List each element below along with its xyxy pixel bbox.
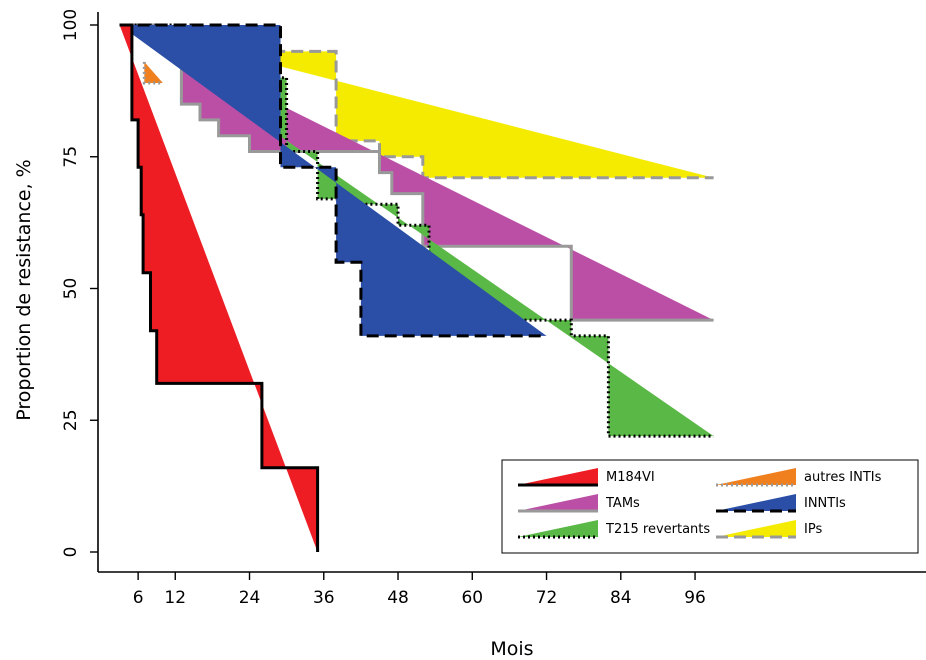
legend-swatch bbox=[716, 494, 796, 511]
legend-item-t215-revertants: T215 revertants bbox=[518, 520, 710, 539]
legend-label: TAMs bbox=[605, 496, 640, 511]
x-tick-label: 12 bbox=[164, 588, 186, 608]
legend-label: T215 revertants bbox=[605, 522, 710, 537]
legend-item-inntis: INNTIs bbox=[716, 494, 846, 513]
series-m184vi bbox=[119, 23, 320, 552]
axes-layer bbox=[97, 12, 926, 573]
legend-swatch bbox=[518, 520, 598, 537]
step-line-autres-intis bbox=[142, 61, 163, 85]
legend-label: IPs bbox=[804, 522, 822, 537]
legend-item-ips: IPs bbox=[716, 520, 822, 539]
x-tick-label: 36 bbox=[313, 588, 335, 608]
area-m184vi bbox=[119, 25, 318, 552]
series-layer bbox=[119, 23, 714, 552]
legend-swatch bbox=[518, 468, 598, 485]
x-tick-label: 48 bbox=[387, 588, 409, 608]
legend-swatch bbox=[716, 520, 796, 537]
legend-label: INNTIs bbox=[804, 496, 846, 511]
step-line-m184vi bbox=[119, 23, 320, 552]
legend-label: M184VI bbox=[606, 470, 655, 485]
x-tick-label: 72 bbox=[536, 588, 558, 608]
x-tick-label: 84 bbox=[610, 588, 632, 608]
legend-swatch bbox=[716, 468, 796, 485]
legend-item-autres-intis: autres INTIs bbox=[716, 468, 882, 487]
step-line-inntis bbox=[119, 23, 547, 338]
y-axis-label: Proportion de resistance, % bbox=[13, 159, 35, 420]
y-tick-label: 0 bbox=[61, 547, 81, 558]
y-tick-label: 75 bbox=[61, 146, 81, 168]
y-tick-label: 50 bbox=[61, 278, 81, 300]
legend-item-m184vi: M184VI bbox=[518, 468, 655, 487]
x-axis-label: Mois bbox=[490, 638, 533, 660]
x-tick-label: 96 bbox=[684, 588, 706, 608]
series-inntis bbox=[119, 23, 547, 338]
x-tick-label: 24 bbox=[239, 588, 261, 608]
area-inntis bbox=[119, 25, 547, 336]
y-tick-label: 25 bbox=[61, 409, 81, 431]
y-ticks: 0 25 50 75 100 bbox=[61, 9, 98, 558]
y-tick-label: 100 bbox=[61, 9, 81, 41]
legend: M184VI autres INTIs TAMs INNTIs T215 reverta… bbox=[501, 459, 919, 554]
x-tick-label: 6 bbox=[133, 588, 144, 608]
x-ticks: 6 12 24 36 48 60 72 84 96 bbox=[133, 572, 706, 608]
x-tick-label: 60 bbox=[461, 588, 483, 608]
legend-label: autres INTIs bbox=[804, 470, 882, 485]
series-autres-intis bbox=[142, 61, 163, 85]
area-autres-intis bbox=[144, 61, 163, 83]
legend-swatch bbox=[518, 494, 598, 511]
legend-item-tams: TAMs bbox=[518, 494, 640, 513]
